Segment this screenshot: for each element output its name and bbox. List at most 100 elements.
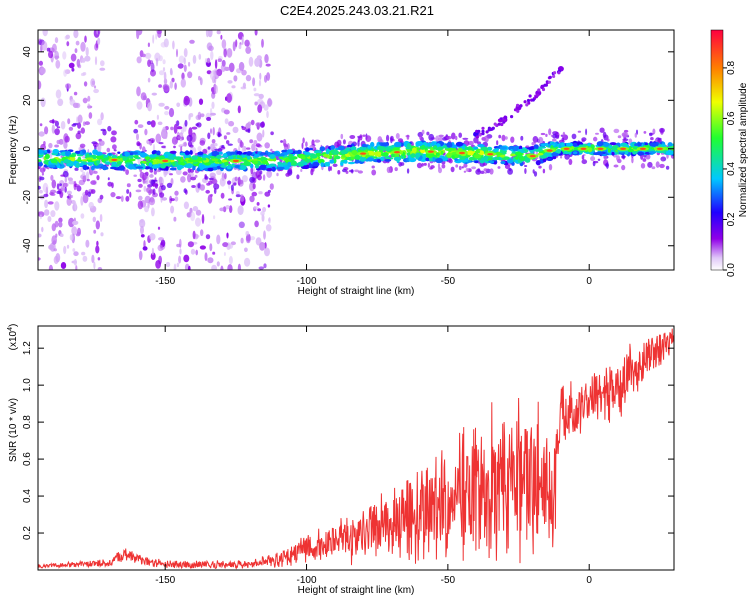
ridge-blob xyxy=(361,143,367,148)
ridge-blob xyxy=(284,158,292,163)
halo-speck xyxy=(550,134,553,137)
noise-speck xyxy=(144,128,148,136)
noise-speck xyxy=(70,53,77,62)
noise-speck xyxy=(206,116,212,121)
branch-speck xyxy=(531,98,535,102)
noise-speck xyxy=(240,194,244,198)
halo-speck xyxy=(426,131,430,136)
spectrogram-ytick-label: 20 xyxy=(22,94,33,106)
branch-speck xyxy=(516,103,520,107)
halo-speck xyxy=(429,167,433,170)
noise-speck xyxy=(168,107,175,118)
noise-speck xyxy=(226,48,233,58)
halo-speck xyxy=(441,164,446,169)
halo-speck xyxy=(64,186,67,193)
halo-speck xyxy=(177,136,182,139)
halo-speck xyxy=(90,189,96,194)
colorbar-tick-label: 0.8 xyxy=(726,61,737,75)
halo-speck xyxy=(99,140,105,146)
ridge-blob xyxy=(236,155,241,159)
noise-speck xyxy=(195,217,201,227)
ridge-blob xyxy=(155,156,160,161)
ridge-peak xyxy=(394,151,400,154)
branch-speck xyxy=(493,122,497,126)
noise-speck xyxy=(96,30,99,35)
ridge-blob xyxy=(319,146,326,152)
halo-speck xyxy=(483,135,489,143)
branch-speck xyxy=(547,80,552,84)
ridge-blob xyxy=(377,146,385,151)
halo-speck xyxy=(261,121,265,128)
noise-speck xyxy=(237,263,241,270)
ridge-blob xyxy=(38,159,42,162)
noise-speck xyxy=(212,251,216,255)
noise-speck xyxy=(180,127,185,134)
halo-speck xyxy=(365,135,372,143)
ridge-blob xyxy=(376,159,382,163)
noise-speck xyxy=(206,61,211,67)
noise-speck xyxy=(48,264,53,270)
ridge-blob xyxy=(419,144,426,150)
halo-speck xyxy=(540,132,546,136)
halo-speck xyxy=(60,174,66,177)
figure-title: C2E4.2025.243.03.21.R21 xyxy=(280,3,434,18)
noise-speck xyxy=(257,104,263,113)
noise-speck xyxy=(244,257,251,267)
halo-speck xyxy=(489,168,494,175)
halo-speck xyxy=(386,166,392,174)
ridge-blob xyxy=(259,164,266,170)
halo-speck xyxy=(475,169,482,175)
noise-speck xyxy=(252,77,256,87)
noise-speck xyxy=(87,103,91,110)
halo-speck xyxy=(276,172,279,177)
noise-speck xyxy=(232,41,236,52)
noise-speck xyxy=(262,129,265,138)
spectrogram-ytick-label: 0 xyxy=(22,146,33,152)
halo-speck xyxy=(371,165,375,169)
noise-speck xyxy=(142,53,146,58)
noise-speck xyxy=(155,260,162,269)
ridge-blob xyxy=(552,143,556,147)
ridge-blob xyxy=(328,152,333,156)
halo-speck xyxy=(435,135,440,143)
ridge-blob xyxy=(119,157,124,162)
halo-speck xyxy=(650,137,654,141)
branch-speck xyxy=(485,130,489,134)
noise-speck xyxy=(78,179,85,186)
noise-speck xyxy=(204,252,208,262)
noise-speck xyxy=(155,133,162,144)
halo-speck xyxy=(613,164,619,168)
noise-speck xyxy=(263,230,266,240)
halo-speck xyxy=(182,171,188,176)
ridge-blob xyxy=(96,155,104,160)
snr-scale-label: (x104) xyxy=(7,324,19,351)
noise-speck xyxy=(209,70,216,81)
ridge-blob xyxy=(411,147,417,153)
noise-speck xyxy=(137,200,144,210)
noise-speck xyxy=(253,140,258,145)
halo-speck xyxy=(217,133,222,137)
halo-speck xyxy=(577,130,582,133)
noise-speck xyxy=(85,46,89,57)
halo-speck xyxy=(616,155,621,162)
noise-speck xyxy=(99,214,103,222)
halo-speck xyxy=(531,141,536,146)
ridge-blob xyxy=(308,163,313,169)
noise-speck xyxy=(85,239,90,248)
halo-speck xyxy=(259,170,263,175)
noise-speck xyxy=(60,262,67,269)
spectrogram-xtick-label: -150 xyxy=(155,276,175,287)
noise-speck xyxy=(69,234,74,241)
noise-speck xyxy=(65,83,72,89)
noise-speck xyxy=(244,39,250,47)
ridge-blob xyxy=(86,157,94,160)
ridge-blob xyxy=(247,156,251,160)
noise-speck xyxy=(195,249,198,256)
noise-speck xyxy=(147,59,152,67)
noise-speck xyxy=(173,123,178,134)
ridge-blob xyxy=(262,159,269,165)
halo-speck xyxy=(106,147,111,153)
noise-speck xyxy=(153,170,157,175)
ridge-blob xyxy=(367,145,372,149)
noise-speck xyxy=(220,265,224,270)
